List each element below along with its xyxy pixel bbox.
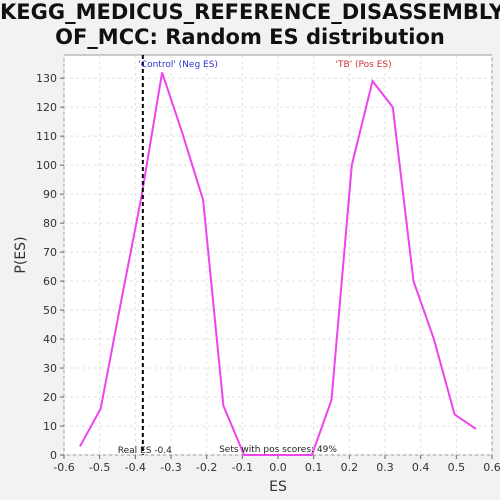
y-axis-label: P(ES): [13, 236, 29, 273]
x-tick-label: 0.5: [448, 461, 466, 474]
x-tick-label: -0.3: [160, 461, 181, 474]
x-tick-label: 0.0: [269, 461, 287, 474]
x-tick-label: 0.3: [376, 461, 394, 474]
x-tick-label: -0.2: [196, 461, 217, 474]
es-distribution-line: [79, 72, 477, 456]
chart-title-line-1: KEGG_MEDICUS_REFERENCE_DISASSEMBLY_: [0, 0, 500, 24]
grid-lines: [63, 55, 493, 456]
x-tick-label: 0.2: [341, 461, 359, 474]
x-tick-label: -0.5: [89, 461, 110, 474]
y-tick-label: 40: [43, 333, 57, 346]
x-tick-label: 0.4: [412, 461, 430, 474]
x-tick-label: -0.6: [53, 461, 74, 474]
y-tick-label: 90: [43, 188, 57, 201]
y-axis-ticks: 0 10 20 30 40 50 60 70 80 90 100 110 120 130: [36, 72, 64, 462]
y-tick-label: 110: [36, 130, 57, 143]
y-tick-label: 120: [36, 101, 57, 114]
x-axis-label: ES: [269, 479, 287, 495]
x-tick-label: 0.1: [305, 461, 323, 474]
x-axis-ticks: -0.6 -0.5 -0.4 -0.3 -0.2 -0.1 0.0 0.1 0.2 0.3 0.4 0…: [53, 455, 500, 474]
chart-title-line-2: OF_MCC: Random ES distribution: [55, 25, 445, 49]
chart-title: KEGG_MEDICUS_REFERENCE_DISASSEMBLY_ OF_M…: [0, 0, 500, 50]
y-tick-label: 130: [36, 72, 57, 85]
y-tick-label: 100: [36, 159, 57, 172]
y-tick-label: 60: [43, 275, 57, 288]
x-tick-label: -0.1: [232, 461, 253, 474]
y-tick-label: 80: [43, 217, 57, 230]
real-es-label: Real ES -0.4: [118, 446, 172, 456]
y-tick-label: 30: [43, 362, 57, 375]
neg-es-label: 'Control' (Neg ES): [138, 60, 218, 70]
pos-scores-label: Sets with pos scores: 49%: [219, 445, 337, 455]
y-tick-label: 70: [43, 246, 57, 259]
pos-es-label: 'TB' (Pos ES): [336, 60, 392, 70]
y-tick-label: 0: [50, 449, 57, 462]
y-tick-label: 20: [43, 391, 57, 404]
y-tick-label: 10: [43, 420, 57, 433]
x-tick-label: 0.6: [483, 461, 500, 474]
y-tick-label: 50: [43, 304, 57, 317]
x-tick-label: -0.4: [125, 461, 146, 474]
